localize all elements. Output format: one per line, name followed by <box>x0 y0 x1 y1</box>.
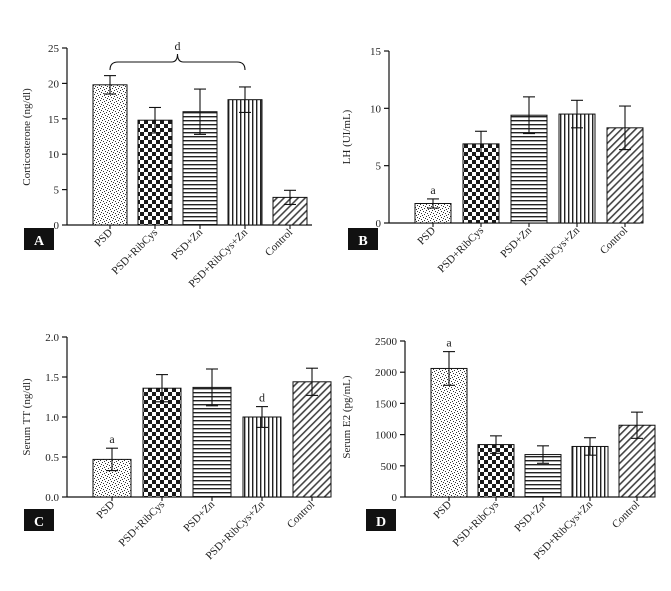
y-axis-label: Serum E2 (pg/mL) <box>341 375 353 458</box>
bar-2 <box>142 387 182 498</box>
bar-2 <box>137 119 173 226</box>
y-tick-label: 0 <box>392 492 398 504</box>
y-tick-label: 500 <box>381 461 398 473</box>
category-label: PSD+Zn <box>181 498 217 534</box>
bar-4 <box>558 113 596 224</box>
panel-label: A <box>34 234 45 249</box>
y-tick-label: 0.5 <box>45 452 59 464</box>
category-label: PSD+RibCys <box>451 499 501 549</box>
y-tick-label: 10 <box>48 149 60 161</box>
bar-4 <box>242 416 282 498</box>
y-tick-label: 1000 <box>375 430 398 442</box>
category-label: PSD+Zn <box>169 226 205 262</box>
y-axis-label: LH (UI/mL) <box>341 109 353 164</box>
significance-letter: a <box>446 336 452 350</box>
y-tick-label: 10 <box>370 103 382 115</box>
y-tick-label: 20 <box>48 78 60 90</box>
category-label: PSD+RibCys <box>110 227 160 277</box>
bracket-letter: d <box>175 39 181 53</box>
y-tick-label: 5 <box>376 161 382 173</box>
panel-label-box <box>24 509 54 531</box>
y-tick-label: 5 <box>54 185 60 197</box>
category-label: PSD <box>431 499 454 522</box>
y-tick-label: 1.5 <box>45 372 59 384</box>
significance-letter: d <box>259 391 265 405</box>
category-label: Control <box>263 227 295 259</box>
bar-5 <box>292 381 332 498</box>
panel-c: 0.0 0.5 1.0 1.5 2.0 Serum TT (ng/dl) PSD PSD+Ri… <box>21 332 332 562</box>
bar-4 <box>227 99 263 226</box>
bar-1 <box>430 367 468 498</box>
category-label: PSD+RibCys <box>436 225 486 275</box>
panel-a: 0 5 10 15 20 25 Corticosterone (ng/dl) PSDPSD+R… <box>21 39 312 290</box>
y-tick-label: 0 <box>54 220 60 232</box>
y-axis-label: Corticosterone (ng/dl) <box>21 88 33 186</box>
panel-label-box <box>366 509 396 531</box>
y-tick-label: 25 <box>48 43 60 55</box>
y-tick-label: 0 <box>376 218 382 230</box>
significance-letter: a <box>430 183 436 197</box>
y-axis-label: Serum TT (ng/dl) <box>21 378 33 456</box>
significance-letter: a <box>109 432 115 446</box>
y-tick-label: 0.0 <box>45 492 59 504</box>
panel-label: B <box>358 234 367 249</box>
category-label: PSD <box>415 225 438 248</box>
category-label: PSD+Zn <box>498 224 534 260</box>
category-label: Control <box>610 499 642 531</box>
y-tick-label: 2.0 <box>45 332 59 344</box>
panel-label: D <box>376 515 386 530</box>
y-tick-label: 2000 <box>375 367 398 379</box>
category-label: Control <box>598 225 630 257</box>
category-label: PSD <box>94 499 117 522</box>
category-label: PSD <box>92 227 115 250</box>
panel-label: C <box>34 515 44 530</box>
category-label: PSD+Zn <box>512 498 548 534</box>
panel-label-box <box>348 228 378 250</box>
category-label: PSD+RibCys <box>117 499 167 549</box>
y-tick-label: 1500 <box>375 398 398 410</box>
category-label: Control <box>285 499 317 531</box>
y-tick-label: 2500 <box>375 336 398 348</box>
y-tick-label: 1.0 <box>45 412 59 424</box>
y-tick-label: 15 <box>370 46 382 58</box>
y-tick-label: 15 <box>48 114 60 126</box>
bar-2 <box>462 143 500 224</box>
significance-bracket <box>109 53 246 71</box>
panel-label-box <box>24 228 54 250</box>
bar-1 <box>92 84 128 226</box>
